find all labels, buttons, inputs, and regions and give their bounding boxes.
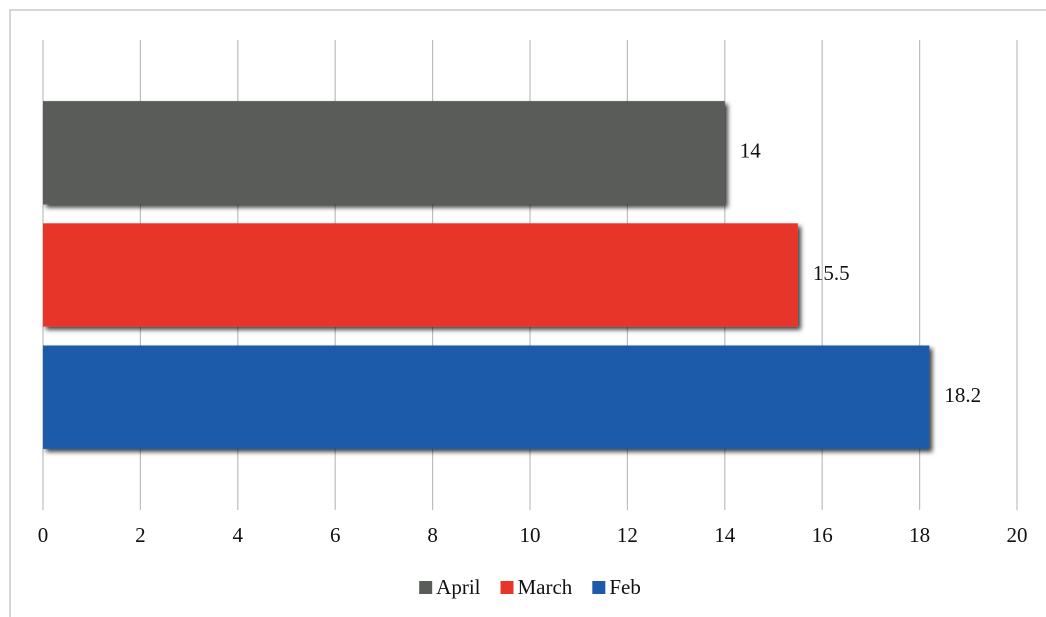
x-tick-label: 2 bbox=[135, 523, 146, 547]
x-tick-label: 10 bbox=[520, 523, 541, 547]
x-tick-label: 6 bbox=[330, 523, 341, 547]
legend-swatch bbox=[419, 581, 433, 594]
bar bbox=[43, 223, 798, 327]
legend-label: March bbox=[518, 575, 573, 599]
x-tick-label: 4 bbox=[233, 523, 244, 547]
x-tick-label: 14 bbox=[714, 523, 736, 547]
data-label: 14 bbox=[740, 139, 762, 163]
chart-frame bbox=[9, 9, 1046, 617]
bar bbox=[43, 345, 930, 449]
x-tick-label: 16 bbox=[812, 523, 833, 547]
x-tick-label: 0 bbox=[38, 523, 49, 547]
legend-label: April bbox=[436, 575, 480, 599]
data-label: 15.5 bbox=[813, 261, 850, 285]
legend-label: Feb bbox=[609, 575, 641, 599]
legend-swatch bbox=[500, 581, 514, 594]
legend-swatch bbox=[592, 581, 606, 594]
data-label: 18.2 bbox=[944, 383, 981, 407]
x-tick-label: 18 bbox=[909, 523, 930, 547]
x-tick-label: 12 bbox=[617, 523, 638, 547]
bar bbox=[43, 101, 725, 205]
x-tick-label: 8 bbox=[427, 523, 438, 547]
x-tick-label: 20 bbox=[1007, 523, 1028, 547]
